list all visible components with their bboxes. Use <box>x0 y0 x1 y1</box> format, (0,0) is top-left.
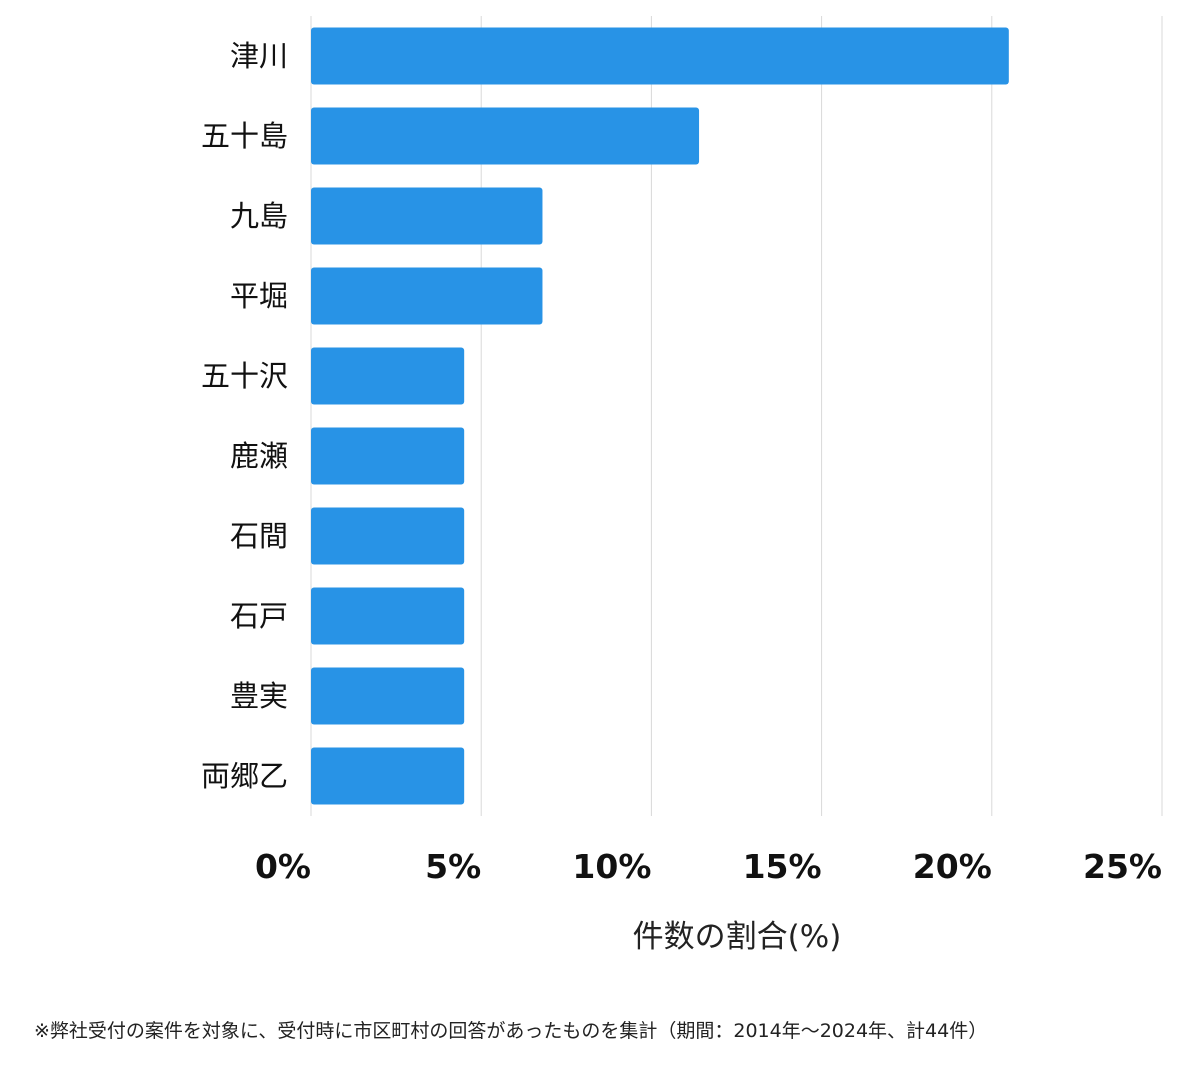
category-label-0: 津川 <box>230 39 288 73</box>
x-tick-label-3: 15% <box>743 847 822 886</box>
x-tick-label-0: 0% <box>255 847 311 886</box>
category-label-4: 五十沢 <box>201 359 288 393</box>
bar-5 <box>311 427 465 485</box>
category-label-2: 九島 <box>230 199 288 233</box>
bar-2 <box>311 187 543 245</box>
category-label-5: 鹿瀬 <box>230 439 288 473</box>
x-tick-label-1: 5% <box>425 847 481 886</box>
category-label-9: 両郷乙 <box>201 759 288 793</box>
bar-7 <box>311 587 465 645</box>
category-label-8: 豊実 <box>230 679 288 713</box>
x-tick-labels: 0% 5% 10% 15% 20% 25% <box>255 847 1162 886</box>
bars <box>311 27 1009 805</box>
bar-1 <box>311 107 700 165</box>
category-label-3: 平堀 <box>230 279 288 313</box>
footnote: ※弊社受付の案件を対象に、受付時に市区町村の回答があったものを集計（期間：201… <box>34 1020 988 1042</box>
category-label-1: 五十島 <box>201 119 288 153</box>
bar-6 <box>311 507 465 565</box>
x-tick-label-4: 20% <box>913 847 992 886</box>
bar-8 <box>311 667 465 725</box>
category-label-7: 石戸 <box>230 599 288 633</box>
bar-4 <box>311 347 465 405</box>
x-tick-label-5: 25% <box>1083 847 1162 886</box>
x-tick-label-2: 10% <box>572 847 651 886</box>
category-label-6: 石間 <box>230 519 288 553</box>
bar-9 <box>311 747 465 805</box>
bar-3 <box>311 267 543 325</box>
bar-0 <box>311 27 1009 85</box>
x-axis-label: 件数の割合(%) <box>633 919 842 955</box>
